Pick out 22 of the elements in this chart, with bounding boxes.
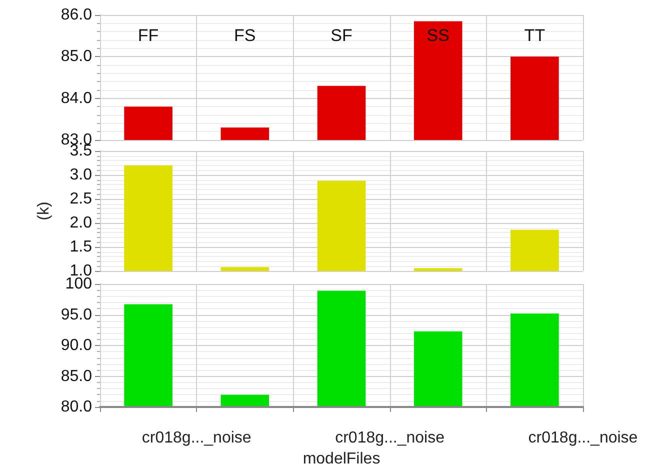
x-tick-label: SF xyxy=(330,26,352,45)
y-tick-label: 86.0 xyxy=(60,6,92,24)
text: cr018g..._noise xyxy=(142,430,252,446)
y-tick-label: 90.0 xyxy=(60,337,92,354)
text: cr018g..._noise xyxy=(335,430,445,446)
y-tick-label: 95.0 xyxy=(60,306,92,324)
x-tick-label: FF xyxy=(138,26,159,45)
y-tick-label: 84.0 xyxy=(60,90,92,107)
y-tick-label: 100 xyxy=(65,276,92,292)
x-tick-label: SS xyxy=(426,26,450,45)
x-tick-label: FS xyxy=(234,26,256,45)
x-axis-title: modelFiles xyxy=(302,450,380,468)
y-tick-label: 2.5 xyxy=(70,190,92,208)
y-axis-title: (k) xyxy=(36,202,52,220)
y-tick-label: 85.0 xyxy=(60,368,92,385)
x-tick-label: TT xyxy=(524,26,546,45)
y-tick-label: 2.0 xyxy=(70,214,92,232)
text: cr018g..._noise xyxy=(528,430,638,446)
y-tick-label: 80.0 xyxy=(60,398,92,416)
y-tick-label: 3.0 xyxy=(70,166,92,184)
y-tick-label: 85.0 xyxy=(60,48,92,66)
y-tick-label: 1.5 xyxy=(70,238,92,256)
